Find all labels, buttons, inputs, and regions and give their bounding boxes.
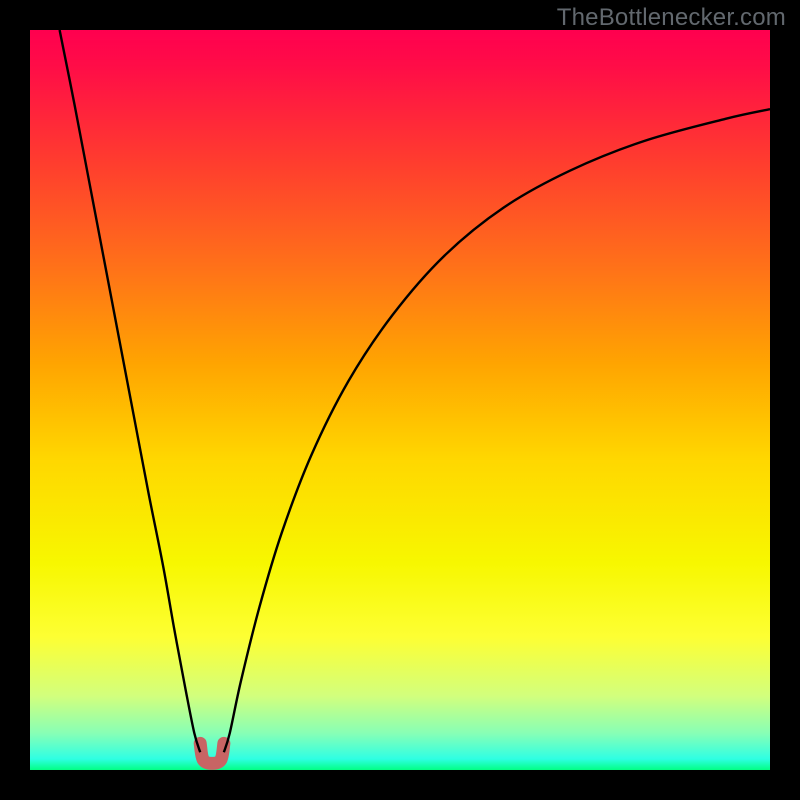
plot-area <box>30 30 770 770</box>
minimum-marker <box>200 743 224 763</box>
curve-right <box>224 109 770 752</box>
chart-frame: TheBottlenecker.com <box>0 0 800 800</box>
curve-left <box>60 30 201 752</box>
watermark-text: TheBottlenecker.com <box>557 4 786 32</box>
curves-layer <box>30 30 770 770</box>
